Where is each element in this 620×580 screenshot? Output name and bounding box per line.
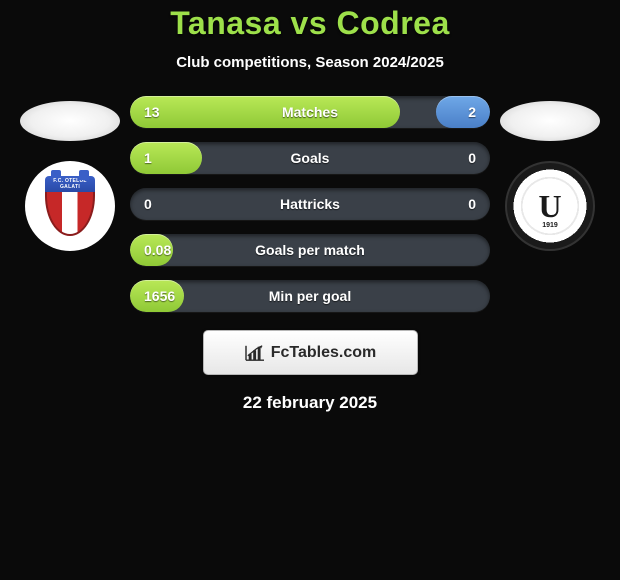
stat-value-right: 2 bbox=[430, 104, 490, 120]
stat-bar: 13Matches2 bbox=[130, 96, 490, 128]
barchart-icon bbox=[244, 344, 266, 362]
comparison-widget: Tanasa vs Codrea Club competitions, Seas… bbox=[0, 0, 620, 413]
stat-bar: 0Hattricks0 bbox=[130, 188, 490, 220]
subtitle: Club competitions, Season 2024/2025 bbox=[0, 54, 620, 71]
page-title: Tanasa vs Codrea bbox=[0, 5, 620, 42]
stat-value-right: 0 bbox=[430, 196, 490, 212]
club-badge-right[interactable]: U 1919 bbox=[505, 161, 595, 251]
date-line: 22 february 2025 bbox=[0, 393, 620, 413]
main-row: F.C. OTELUL GALATI 13Matches2 1Goals0 0Hat… bbox=[0, 96, 620, 312]
right-column: U 1919 bbox=[490, 96, 610, 251]
shield-text: F.C. OTELUL GALATI bbox=[45, 178, 95, 190]
stat-bar: 0.08Goals per match bbox=[130, 234, 490, 266]
club-badge-left[interactable]: F.C. OTELUL GALATI bbox=[25, 161, 115, 251]
shield-icon: F.C. OTELUL GALATI bbox=[45, 176, 95, 236]
club-letter: U bbox=[538, 190, 561, 222]
brand-card[interactable]: FcTables.com bbox=[203, 330, 418, 375]
left-column: F.C. OTELUL GALATI bbox=[10, 96, 130, 251]
brand-text: FcTables.com bbox=[271, 344, 377, 362]
player-avatar-right bbox=[500, 101, 600, 141]
stat-label: Min per goal bbox=[130, 288, 490, 304]
stat-bar: 1656Min per goal bbox=[130, 280, 490, 312]
stat-label: Goals per match bbox=[130, 242, 490, 258]
player-avatar-left bbox=[20, 101, 120, 141]
club-year: 1919 bbox=[542, 222, 558, 229]
stats-list: 13Matches2 1Goals0 0Hattricks0 0.08Goals pe… bbox=[130, 96, 490, 312]
stat-value-right: 0 bbox=[430, 150, 490, 166]
stat-bar: 1Goals0 bbox=[130, 142, 490, 174]
